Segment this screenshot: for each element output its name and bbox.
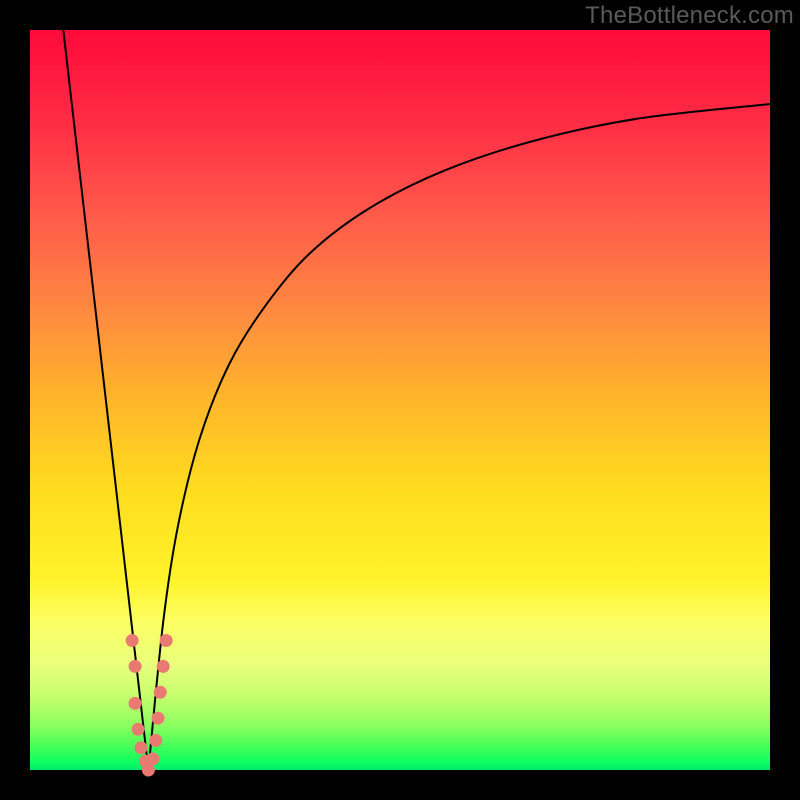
data-marker <box>142 764 155 777</box>
data-marker <box>149 734 162 747</box>
data-marker <box>154 686 167 699</box>
bottleneck-chart <box>0 0 800 800</box>
data-marker <box>132 723 145 736</box>
chart-frame: TheBottleneck.com <box>0 0 800 800</box>
data-marker <box>160 634 173 647</box>
plot-background <box>30 30 770 770</box>
data-marker <box>135 741 148 754</box>
data-marker <box>157 660 170 673</box>
data-marker <box>129 697 142 710</box>
data-marker <box>152 712 165 725</box>
data-marker <box>146 752 159 765</box>
data-marker <box>129 660 142 673</box>
data-marker <box>126 634 139 647</box>
